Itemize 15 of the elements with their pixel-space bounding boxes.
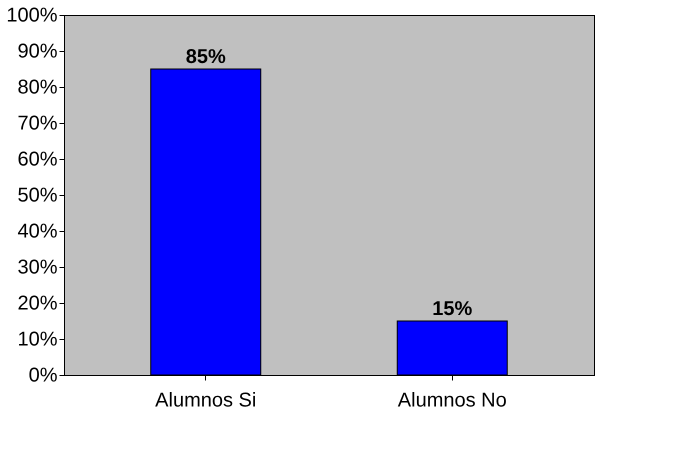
y-tick-label: 0%: [28, 364, 58, 386]
y-tick-label: 80%: [17, 76, 58, 98]
y-tick-label: 60%: [17, 148, 58, 170]
y-tick-label: 40%: [17, 220, 58, 242]
y-tick-label: 10%: [17, 328, 58, 350]
y-tick-label: 30%: [17, 256, 58, 278]
data-label: 15%: [432, 298, 472, 320]
y-tick-label: 50%: [17, 184, 58, 206]
y-tick-label: 90%: [17, 40, 58, 62]
x-tick-label: Alumnos No: [398, 390, 507, 412]
data-label: 85%: [186, 46, 226, 68]
y-tick-label: 20%: [17, 292, 58, 314]
y-tick-label: 70%: [17, 112, 58, 134]
y-tick-label: 100%: [6, 4, 58, 26]
x-tick-label: Alumnos Si: [155, 390, 256, 412]
